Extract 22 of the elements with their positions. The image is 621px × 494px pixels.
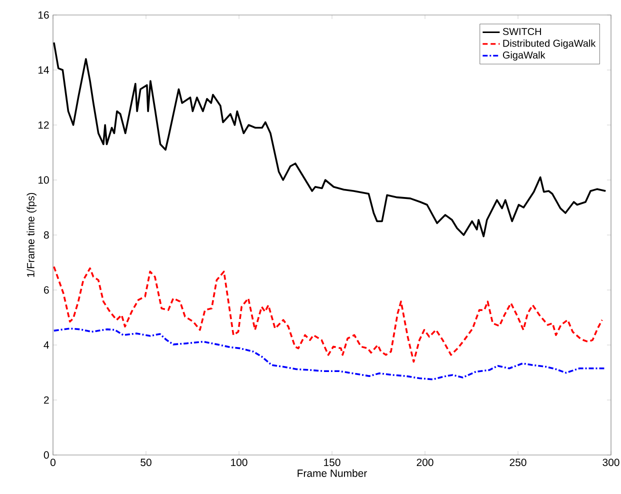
y-tick-label: 14: [38, 66, 49, 74]
x-tick-label: 200: [416, 458, 434, 466]
legend-label: GigaWalk: [502, 51, 546, 61]
x-tick-label: 250: [510, 458, 526, 466]
y-tick-label: 10: [38, 176, 49, 184]
x-tick-label: 100: [231, 458, 248, 466]
x-tick-label: 150: [324, 458, 340, 466]
x-tick-label: 0: [50, 458, 56, 466]
line-series: [53, 266, 603, 363]
y-axis-title: 1/Frame time (fps): [26, 192, 36, 277]
legend-label: SWITCH: [502, 28, 541, 36]
legend-label: Distributed GigaWalk: [503, 39, 596, 49]
x-tick-label: 300: [602, 458, 620, 466]
y-tick-label: 4: [44, 341, 49, 349]
x-axis-title: Frame Number: [298, 469, 367, 477]
y-tick-label: 12: [38, 121, 49, 129]
y-tick-label: 6: [44, 286, 49, 294]
y-tick-label: 2: [44, 396, 49, 404]
y-tick-label: 16: [38, 11, 49, 19]
y-tick-label: 0: [44, 451, 49, 459]
x-tick-label: 50: [140, 458, 152, 466]
y-tick-label: 8: [44, 231, 49, 239]
